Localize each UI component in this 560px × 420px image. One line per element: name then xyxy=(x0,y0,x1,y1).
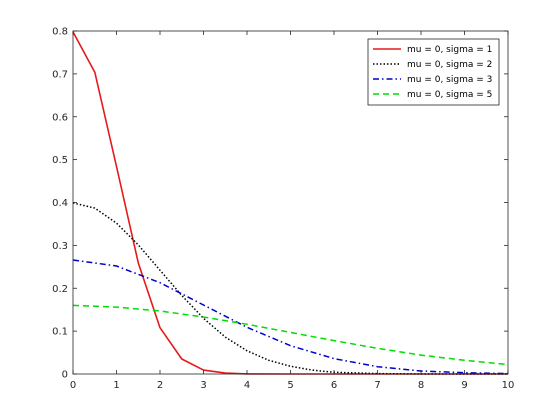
x-tick-label: 0 xyxy=(70,380,76,391)
series-line-4 xyxy=(72,304,509,366)
y-tick-label: 0.7 xyxy=(52,69,68,80)
y-tick-label: 0.3 xyxy=(52,241,68,252)
legend-label-3: mu = 0, sigma = 3 xyxy=(407,75,492,85)
x-tick-label: 1 xyxy=(113,380,119,391)
x-tick-label: 5 xyxy=(287,380,293,391)
y-tick-label: 0.8 xyxy=(52,27,68,38)
axes-layer: 0 1 2 3 4 5 6 7 8 9 10 0 0.1 0.2 0.3 0.4 0.5 0.6 0.7 0.8 xyxy=(52,27,514,392)
x-tick-label: 8 xyxy=(418,380,424,391)
x-tick-label: 2 xyxy=(157,380,163,391)
x-tick-label: 6 xyxy=(331,380,337,391)
y-tick-label: 0.6 xyxy=(52,112,68,123)
y-tick-label: 0.4 xyxy=(52,198,68,209)
legend: mu = 0, sigma = 1 mu = 0, sigma = 2 mu = 0… xyxy=(367,38,500,106)
y-tick-label: 0.5 xyxy=(52,155,68,166)
series-line-2 xyxy=(72,202,508,375)
x-tick-label: 7 xyxy=(374,380,380,391)
legend-label-4: mu = 0, sigma = 5 xyxy=(407,90,492,100)
x-tick-label: 10 xyxy=(502,380,515,391)
legend-label-2: mu = 0, sigma = 2 xyxy=(407,60,492,70)
y-tick-label: 0.1 xyxy=(52,327,68,338)
y-tick-label: 0.2 xyxy=(52,284,68,295)
series-line-3 xyxy=(72,259,509,375)
x-tick-label: 4 xyxy=(244,380,250,391)
x-tick-label: 3 xyxy=(200,380,206,391)
legend-label-1: mu = 0, sigma = 1 xyxy=(407,45,492,55)
legend-box xyxy=(367,38,500,106)
x-tick-label: 9 xyxy=(461,380,467,391)
y-tick-label: 0 xyxy=(62,370,68,381)
